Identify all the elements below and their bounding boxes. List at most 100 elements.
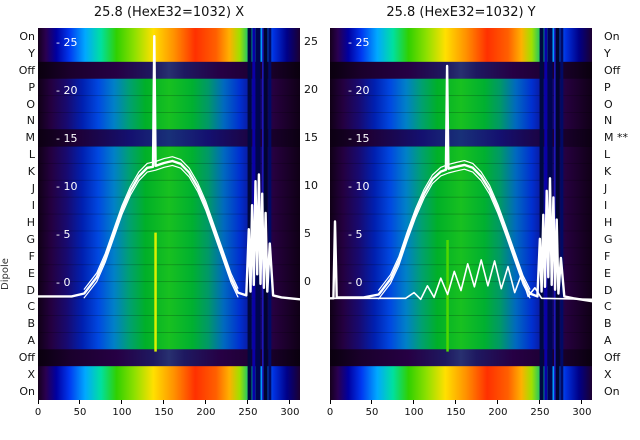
axis-row-label: Off — [18, 351, 35, 365]
axis-row-label: G — [604, 232, 613, 246]
left-axis-labels: On Y Off P O N M L K J I H G F E D C B A Off X On — [8, 28, 35, 400]
x-tick-label: 100 — [404, 407, 424, 418]
axis-row-label: H — [604, 215, 613, 229]
x-tick-mark — [413, 400, 415, 404]
x-tick-label: 50 — [73, 407, 87, 418]
plot-ytick-label: - 20 — [348, 84, 369, 97]
x-tick-mark — [455, 400, 457, 404]
profile-upper-trace — [83, 156, 239, 290]
axis-row-label: O — [604, 97, 613, 111]
axis-row-label: E — [28, 266, 35, 280]
plot-ytick-label: - 25 — [56, 36, 77, 49]
axis-row-label: H — [26, 215, 35, 229]
axis-row-label: F — [28, 249, 35, 263]
x-tick-mark — [371, 400, 373, 404]
profile-upper-trace — [378, 160, 531, 291]
panel-x-title: 25.8 (HexE32=1032) X — [93, 5, 245, 20]
axis-row-label: Off — [604, 63, 621, 77]
axis-row-label: C — [27, 300, 35, 314]
axis-row-label: B — [27, 317, 35, 331]
axis-row-label: A — [604, 334, 612, 348]
axis-row-label: D — [604, 283, 613, 297]
plot-ytick-label: - 15 — [348, 132, 369, 145]
center-ytick-value: 15 — [304, 131, 318, 144]
heatmap-svg: - 25 - 20 - 15 - 10 - 5 - 0 — [38, 28, 300, 400]
axis-row-label: M ** — [604, 131, 628, 145]
x-tick-label: 150 — [446, 407, 466, 418]
x-tick-mark — [205, 400, 207, 404]
heatmap-panel-y: - 25 - 20 - 15 - 10 - 5 - 0 — [330, 28, 592, 400]
center-ytick-value: 0 — [304, 275, 311, 288]
axis-row-label: D — [26, 283, 35, 297]
x-tick-label: 100 — [112, 407, 132, 418]
center-ytick-value: 25 — [304, 35, 318, 48]
axis-row-label: P — [28, 80, 35, 94]
axis-row-label: Off — [604, 351, 621, 365]
plot-ytick-label: - 20 — [56, 84, 77, 97]
axis-row-label: N — [26, 114, 35, 128]
panel-y-title: 25.8 (HexE32=1032) Y — [386, 5, 536, 20]
x-tick-label: 50 — [365, 407, 379, 418]
heatmap-svg: - 25 - 20 - 15 - 10 - 5 - 0 — [330, 28, 592, 400]
axis-row-label: C — [604, 300, 612, 314]
x-tick-label: 300 — [572, 407, 592, 418]
plot-ytick-label: - 0 — [348, 276, 362, 289]
center-ytick-value: 10 — [304, 179, 318, 192]
axis-row-label: A — [27, 334, 35, 348]
axis-row-label: L — [28, 148, 35, 162]
axis-row-label: On — [19, 384, 35, 398]
center-ytick-labels: 25 20 15 10 5 0 — [303, 28, 328, 400]
x-tick-mark — [37, 400, 39, 404]
axis-row-label: O — [26, 97, 35, 111]
x-tick-mark — [121, 400, 123, 404]
axis-row-label: P — [604, 80, 611, 94]
profile-main-trace — [330, 64, 592, 303]
axis-row-label: Y — [28, 46, 35, 60]
profile-lower-trace — [83, 164, 239, 299]
x-tick-mark — [497, 400, 499, 404]
axis-row-label: J — [31, 182, 35, 196]
profile-main-trace — [38, 34, 300, 301]
axis-row-label: J — [604, 182, 608, 196]
profile-lower-trace — [378, 168, 531, 300]
axis-row-label: K — [27, 165, 35, 179]
x-tick-label: 0 — [34, 407, 42, 418]
x-axis-right: 0 50 100 150 200 250 300 — [327, 400, 598, 428]
axis-row-label: X — [27, 368, 35, 382]
plot-ytick-label: - 10 — [56, 180, 77, 193]
plot-ytick-label: - 5 — [56, 228, 70, 241]
axis-row-label: K — [604, 165, 612, 179]
x-tick-mark — [289, 400, 291, 404]
x-tick-mark — [329, 400, 331, 404]
x-tick-label: 250 — [238, 407, 258, 418]
axis-row-label: On — [19, 29, 35, 43]
axis-row-label: G — [26, 232, 35, 246]
axis-row-label: On — [604, 384, 620, 398]
axis-row-label: B — [604, 317, 612, 331]
center-ytick-value: 20 — [304, 83, 318, 96]
plot-ytick-label: - 0 — [56, 276, 70, 289]
axis-row-label: I — [604, 199, 608, 213]
plot-ytick-label: - 5 — [348, 228, 362, 241]
center-ytick-value: 5 — [304, 227, 311, 240]
axis-row-label: F — [604, 249, 611, 263]
right-axis-labels: On Y Off P O N M ** L K J I H G F E D C B A Off X On — [604, 28, 640, 400]
axis-row-label: E — [604, 266, 611, 280]
x-tick-label: 300 — [280, 407, 300, 418]
x-tick-mark — [247, 400, 249, 404]
heatmap-panel-x: - 25 - 20 - 15 - 10 - 5 - 0 — [38, 28, 300, 400]
axis-row-label: I — [31, 199, 35, 213]
axis-row-label: L — [604, 148, 611, 162]
plot-ytick-label: - 10 — [348, 180, 369, 193]
x-tick-mark — [539, 400, 541, 404]
x-tick-label: 250 — [530, 407, 550, 418]
x-tick-mark — [581, 400, 583, 404]
x-tick-mark — [79, 400, 81, 404]
x-tick-label: 200 — [488, 407, 508, 418]
axis-row-label: Y — [604, 46, 611, 60]
plot-ytick-label: - 25 — [348, 36, 369, 49]
axis-row-label: M — [25, 131, 36, 145]
axis-row-label: N — [604, 114, 613, 128]
plot-ytick-label: - 15 — [56, 132, 77, 145]
